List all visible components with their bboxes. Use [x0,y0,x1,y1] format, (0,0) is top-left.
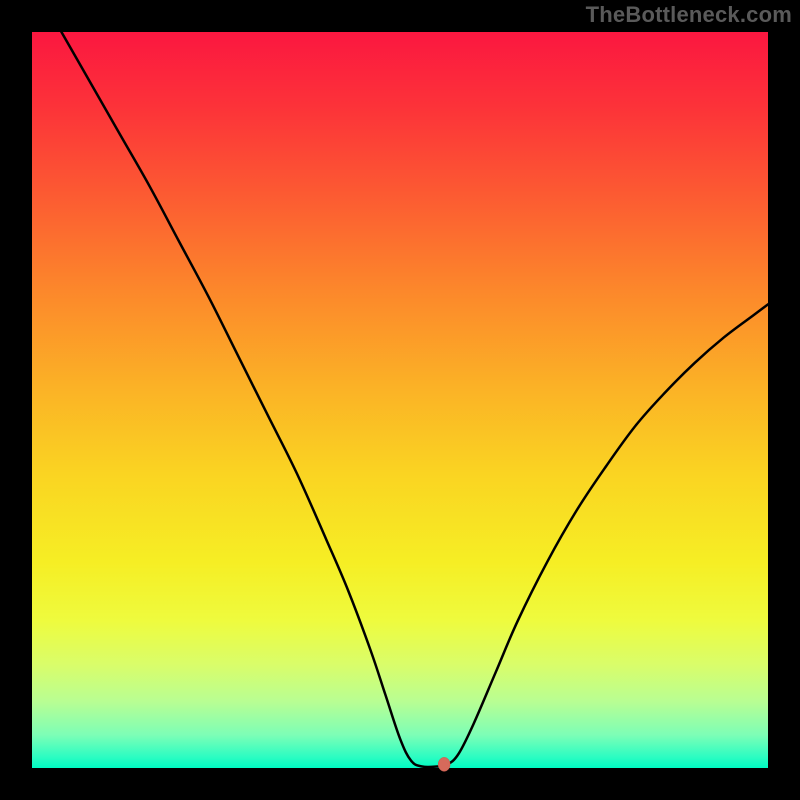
watermark-text: TheBottleneck.com [586,2,792,28]
bottleneck-curve-plot [0,0,800,800]
minimum-marker [438,757,450,771]
chart-frame: TheBottleneck.com [0,0,800,800]
